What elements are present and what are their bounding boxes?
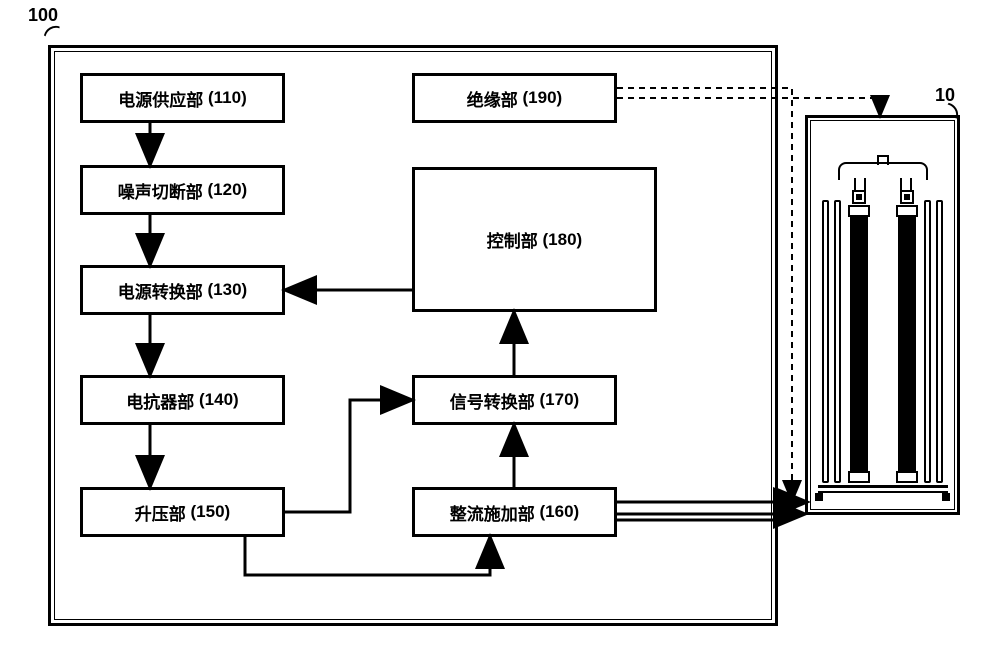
device-stub — [877, 155, 889, 165]
block-label: 信号转换部 — [450, 388, 535, 413]
device-dot-left — [856, 194, 862, 200]
block-power-supply: 电源供应部 (110) — [80, 73, 285, 123]
device-tube-outer-left — [822, 200, 829, 483]
device-base-line2 — [818, 491, 948, 493]
block-label: 控制部 — [487, 227, 538, 252]
block-ref: (180) — [543, 230, 583, 250]
block-ref: (110) — [208, 88, 247, 108]
device-tube-2-right — [924, 200, 931, 483]
device-dot-right — [904, 194, 910, 200]
device-base — [818, 485, 948, 488]
device-rodcap-right — [896, 205, 918, 217]
block-ref: (130) — [208, 280, 248, 300]
block-label: 电抗器部 — [126, 388, 194, 413]
block-label: 绝缘部 — [467, 86, 518, 111]
block-insulation: 绝缘部 (190) — [412, 73, 617, 123]
device-manifold-right — [900, 178, 912, 192]
block-power-convert: 电源转换部 (130) — [80, 265, 285, 315]
device-foot-left — [815, 493, 823, 501]
block-noise-cut: 噪声切断部 (120) — [80, 165, 285, 215]
block-ref: (170) — [540, 390, 580, 410]
device-rod-left — [850, 213, 868, 473]
device-rodbot-left — [848, 471, 870, 483]
block-ref: (160) — [540, 502, 580, 522]
device-rod-right — [898, 213, 916, 473]
device-tube-outer-right — [936, 200, 943, 483]
device-rodbot-right — [896, 471, 918, 483]
block-control: 控制部 (180) — [412, 167, 657, 312]
block-ref: (140) — [199, 390, 239, 410]
block-label: 噪声切断部 — [118, 178, 203, 203]
block-reactor: 电抗器部 (140) — [80, 375, 285, 425]
block-boost: 升压部 (150) — [80, 487, 285, 537]
block-label: 升压部 — [135, 500, 186, 525]
device-manifold-left — [854, 178, 866, 192]
block-label: 整流施加部 — [450, 500, 535, 525]
block-signal-convert: 信号转换部 (170) — [412, 375, 617, 425]
block-ref: (120) — [208, 180, 248, 200]
device-rodcap-left — [848, 205, 870, 217]
system-box — [48, 45, 778, 626]
block-rectify-apply: 整流施加部 (160) — [412, 487, 617, 537]
device-foot-right — [942, 493, 950, 501]
block-ref: (190) — [523, 88, 563, 108]
block-ref: (150) — [191, 502, 231, 522]
block-label: 电源供应部 — [118, 86, 203, 111]
block-label: 电源转换部 — [118, 278, 203, 303]
device-tube-2-left — [834, 200, 841, 483]
